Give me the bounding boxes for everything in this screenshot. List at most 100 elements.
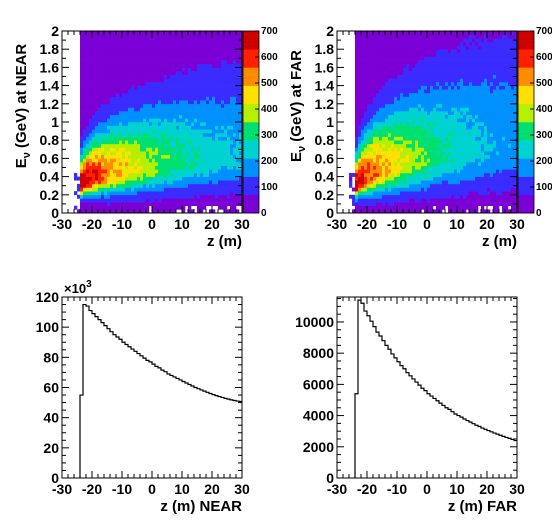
heatmap-cell xyxy=(221,60,225,65)
heatmap-cell xyxy=(224,34,228,39)
heatmap-cell xyxy=(436,52,440,57)
heatmap-cell xyxy=(436,96,440,101)
heatmap-cell xyxy=(230,205,234,210)
heatmap-cell xyxy=(146,92,150,97)
heatmap-cell xyxy=(179,100,183,105)
heatmap-cell xyxy=(215,100,219,105)
heatmap-cell xyxy=(430,85,434,90)
heatmap-cell xyxy=(230,92,234,97)
heatmap-cell xyxy=(140,180,144,185)
heatmap-cell xyxy=(173,63,177,68)
heatmap-cell xyxy=(143,100,147,105)
heatmap-cell xyxy=(209,143,213,148)
heatmap-cell xyxy=(460,140,464,145)
heatmap-cell xyxy=(101,63,105,68)
heatmap-cell xyxy=(394,34,398,39)
heatmap-cell xyxy=(152,194,156,199)
heatmap-cell xyxy=(203,165,207,170)
heatmap-cell xyxy=(370,136,374,141)
heatmap-cell xyxy=(364,45,368,50)
heatmap-cell xyxy=(475,187,479,192)
heatmap-cell xyxy=(212,45,216,50)
heatmap-cell xyxy=(197,100,201,105)
heatmap-cell xyxy=(182,56,186,61)
heatmap-cell xyxy=(215,147,219,152)
heatmap-cell xyxy=(472,191,476,196)
heatmap-cell xyxy=(385,202,389,207)
heatmap-cell xyxy=(239,122,243,126)
heatmap-cell xyxy=(394,118,398,123)
heatmap-cell xyxy=(101,198,105,203)
heatmap-cell xyxy=(379,92,383,97)
heatmap-cell xyxy=(227,194,231,199)
heatmap-cell xyxy=(206,107,210,112)
heatmap-cell xyxy=(200,191,204,196)
heatmap-cell xyxy=(379,140,383,145)
heatmap-cell xyxy=(164,31,168,35)
heatmap-cell xyxy=(86,209,90,214)
heatmap-cell xyxy=(143,176,147,181)
heatmap-cell xyxy=(89,143,93,148)
heatmap-cell xyxy=(218,122,222,126)
heatmap-cell xyxy=(445,41,449,46)
heatmap-cell xyxy=(421,176,425,181)
heatmap-cell xyxy=(128,60,132,65)
heatmap-cell xyxy=(104,151,108,156)
heatmap-cell xyxy=(221,78,225,83)
heatmap-cell xyxy=(236,78,240,83)
heatmap-cell xyxy=(194,140,198,145)
heatmap-cell xyxy=(406,202,410,207)
heatmap-cell xyxy=(472,103,476,108)
heatmap-cell xyxy=(152,45,156,50)
heatmap-cell xyxy=(131,96,135,101)
heatmap-cell xyxy=(367,89,371,94)
heatmap-cell xyxy=(146,154,150,159)
heatmap-cell xyxy=(373,202,377,207)
heatmap-cell xyxy=(86,38,90,43)
heatmap-cell xyxy=(212,158,216,163)
heatmap-cell xyxy=(436,107,440,112)
heatmap-cell xyxy=(475,111,479,116)
heatmap-cell xyxy=(104,180,108,185)
heatmap-cell xyxy=(227,118,231,123)
heatmap-cell xyxy=(113,132,117,137)
heatmap-cell xyxy=(233,132,237,137)
heatmap-cell xyxy=(143,92,147,97)
heatmap-cell xyxy=(460,151,464,156)
heatmap-cell xyxy=(134,183,138,188)
heatmap-cell xyxy=(448,31,452,35)
heatmap-cell xyxy=(442,34,446,39)
heatmap-cell xyxy=(98,100,102,105)
heatmap-cell xyxy=(176,89,180,94)
heatmap-cell xyxy=(400,103,404,108)
heatmap-cell xyxy=(86,92,90,97)
heatmap-cell xyxy=(400,132,404,137)
heatmap-cell xyxy=(107,111,111,116)
heatmap-cell xyxy=(469,81,473,86)
heatmap-cell xyxy=(430,74,434,79)
heatmap-cell xyxy=(454,49,458,54)
heatmap-cell xyxy=(92,34,96,39)
heatmap-cell xyxy=(358,183,362,188)
heatmap-cell xyxy=(355,56,359,61)
heatmap-cell xyxy=(412,56,416,61)
heatmap-cell xyxy=(445,45,449,50)
heatmap-cell xyxy=(463,180,467,185)
heatmap-cell xyxy=(89,132,93,137)
heatmap-cell xyxy=(161,132,165,137)
heatmap-cell xyxy=(469,132,473,137)
heatmap-cell xyxy=(355,147,359,152)
heatmap-cell xyxy=(155,63,159,68)
heatmap-cell xyxy=(424,176,428,181)
heatmap-cell xyxy=(134,205,138,210)
heatmap-cell xyxy=(197,187,201,192)
heatmap-cell xyxy=(385,63,389,68)
heatmap-cell xyxy=(445,63,449,68)
heatmap-cell xyxy=(164,111,168,116)
heatmap-cell xyxy=(478,147,482,152)
heatmap-cell xyxy=(107,107,111,112)
heatmap-cell xyxy=(122,103,126,108)
heatmap-cell xyxy=(197,125,201,130)
heatmap-cell xyxy=(442,38,446,43)
heatmap-cell xyxy=(406,85,410,90)
